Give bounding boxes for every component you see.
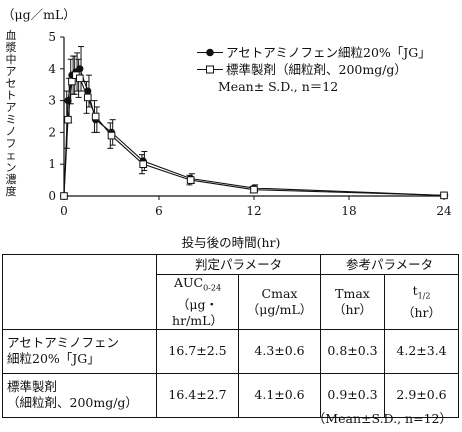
table-group-header-row: 判定パラメータ 参考パラメータ bbox=[2, 254, 460, 330]
cell-reference-cmax: 4.1±0.6 bbox=[237, 372, 322, 418]
series-line-1 bbox=[63, 74, 445, 197]
cell-reference-thalf: 2.9±0.6 bbox=[384, 372, 460, 418]
x-tick-label: 18 bbox=[341, 204, 356, 218]
cell-test-tmax: 0.8±0.3 bbox=[320, 328, 386, 374]
data-point-reference bbox=[91, 112, 100, 121]
col-header-tmax-unit: （hr） bbox=[333, 301, 373, 317]
x-tick-label: 12 bbox=[246, 204, 261, 218]
table-column-header-row: AUC0-24 （μg・hr/mL） Cmax （μg/mL） Tmax （hr… bbox=[3, 274, 460, 330]
y-tick-label: 5 bbox=[48, 30, 56, 44]
y-unit-label: （μg／mL） bbox=[2, 7, 76, 22]
table-corner-cell bbox=[2, 254, 157, 330]
legend-label-reference: 標準製剤（細粒剤、200mg/g） bbox=[226, 62, 407, 77]
y-tick-label: 3 bbox=[48, 94, 56, 108]
x-axis-label: 投与後の時間(hr) bbox=[181, 235, 281, 250]
group-header-reference: 参考パラメータ bbox=[320, 254, 460, 275]
table-footnote: （Mean±S.D., n=12） bbox=[312, 411, 452, 426]
data-point-reference bbox=[83, 93, 92, 102]
data-point-reference bbox=[64, 115, 72, 124]
row-label-test: アセトアミノフェン 細粒20%「JG」 bbox=[2, 328, 157, 374]
col-header-thalf-name: t bbox=[412, 283, 418, 298]
group-header-judgement: 判定パラメータ bbox=[155, 254, 322, 275]
table-row: 標準製剤 （細粒剤、200mg/g） 16.4±2.7 4.1±0.6 0.9±… bbox=[2, 372, 460, 418]
y-tick-label: 4 bbox=[48, 62, 56, 76]
col-header-thalf-sub: 1/2 bbox=[417, 291, 431, 301]
table-row: アセトアミノフェン 細粒20%「JG」 16.7±2.5 4.3±0.6 0.8… bbox=[2, 328, 460, 374]
x-tick-label: 0 bbox=[60, 204, 68, 218]
col-header-auc: AUC0-24 （μg・hr/mL） bbox=[156, 274, 239, 330]
cell-test-cmax: 4.3±0.6 bbox=[237, 328, 322, 374]
data-point-reference bbox=[440, 191, 448, 200]
data-point-reference bbox=[107, 131, 116, 140]
data-point-reference bbox=[68, 77, 76, 86]
data-point-reference bbox=[60, 192, 68, 200]
legend-filled-circle-icon bbox=[197, 48, 223, 57]
x-tick-label: 6 bbox=[155, 204, 163, 218]
legend-open-square-icon bbox=[197, 65, 223, 74]
col-header-thalf-unit: （hr） bbox=[402, 304, 442, 320]
col-header-auc-sub: 0-24 bbox=[203, 283, 222, 293]
col-header-cmax-unit: （μg/mL） bbox=[246, 301, 313, 317]
row-label-reference: 標準製剤 （細粒剤、200mg/g） bbox=[2, 372, 157, 418]
data-point-reference bbox=[76, 74, 84, 83]
col-header-tmax: Tmax （hr） bbox=[320, 274, 386, 330]
cell-reference-tmax: 0.9±0.3 bbox=[320, 372, 386, 418]
pk-parameter-table: 判定パラメータ 参考パラメータ AUC0-24 （μg・hr/mL） Cmax … bbox=[2, 254, 460, 418]
col-header-tmax-name: Tmax bbox=[335, 285, 370, 301]
row-label-test-line1: アセトアミノフェン bbox=[7, 335, 120, 350]
y-tick-label: 0 bbox=[48, 189, 56, 203]
col-header-thalf: t1/2 （hr） bbox=[384, 274, 460, 330]
data-point-reference bbox=[186, 176, 195, 184]
y-tick-label: 1 bbox=[48, 157, 56, 171]
legend-note: Mean± S.D., n＝12 bbox=[218, 79, 339, 94]
y-axis-label: 血漿中アセトアミノフェン濃度 bbox=[5, 29, 17, 198]
data-point-reference bbox=[139, 160, 147, 168]
data-point-test bbox=[76, 65, 84, 73]
col-header-cmax: Cmax （μg/mL） bbox=[237, 274, 322, 330]
row-label-reference-line2: （細粒剤、200mg/g） bbox=[7, 395, 138, 410]
y-tick-label: 2 bbox=[48, 125, 56, 139]
cell-reference-auc: 16.4±2.7 bbox=[156, 372, 239, 418]
col-header-auc-unit: （μg・hr/mL） bbox=[172, 296, 223, 328]
cell-test-auc: 16.7±2.5 bbox=[156, 328, 239, 374]
x-tick-label: 24 bbox=[436, 204, 452, 218]
row-label-reference-line1: 標準製剤 bbox=[7, 379, 58, 394]
legend-label-test: アセトアミノフェン細粒20%「JG」 bbox=[226, 45, 431, 60]
row-label-test-line2: 細粒20%「JG」 bbox=[7, 351, 100, 366]
col-header-auc-name: AUC bbox=[173, 275, 204, 290]
cell-test-thalf: 4.2±3.4 bbox=[384, 328, 460, 374]
col-header-cmax-name: Cmax bbox=[261, 285, 298, 301]
data-point-reference bbox=[250, 185, 258, 194]
